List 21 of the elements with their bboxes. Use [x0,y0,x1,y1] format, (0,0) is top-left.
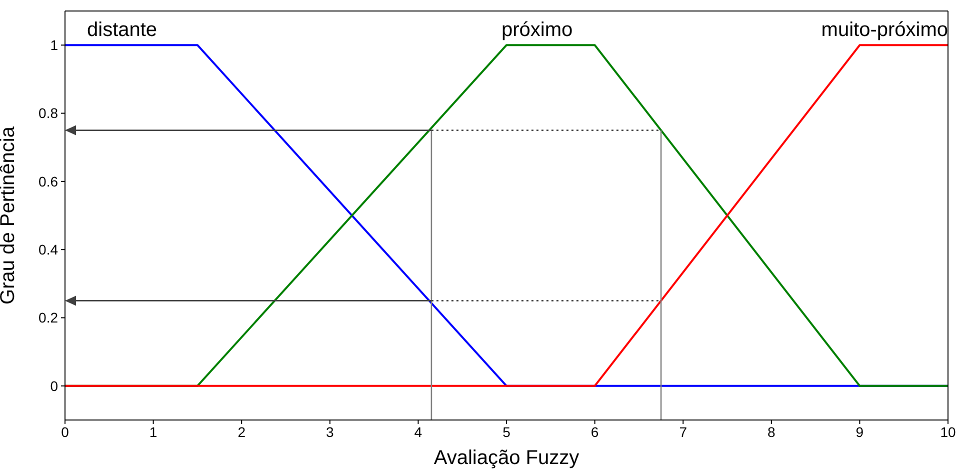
y-tick-label: 0.4 [38,242,58,258]
x-tick-label: 5 [502,424,511,440]
x-tick-label: 6 [590,424,599,440]
x-tick-label: 9 [856,424,864,440]
series-label: distante [87,19,158,42]
x-tick-label: 3 [326,424,334,440]
series-label: próximo [502,19,573,42]
x-tick-label: 0 [61,424,70,440]
x-tick-label: 4 [414,424,422,440]
y-tick-label: 0.2 [38,310,58,326]
x-tick-label: 7 [679,424,688,440]
y-tick-label: 0 [50,378,58,394]
y-tick-label: 0.6 [38,173,58,190]
y-tick-label: 0.8 [38,105,58,122]
series-label: muito-próximo [821,19,948,42]
x-axis-title: Avaliação Fuzzy [434,447,580,469]
x-tick-label: 10 [940,424,956,440]
x-tick-label: 1 [149,424,158,440]
x-tick-label: 2 [238,424,246,440]
x-tick-label: 8 [768,424,776,440]
y-tick-label: 1 [50,37,58,54]
